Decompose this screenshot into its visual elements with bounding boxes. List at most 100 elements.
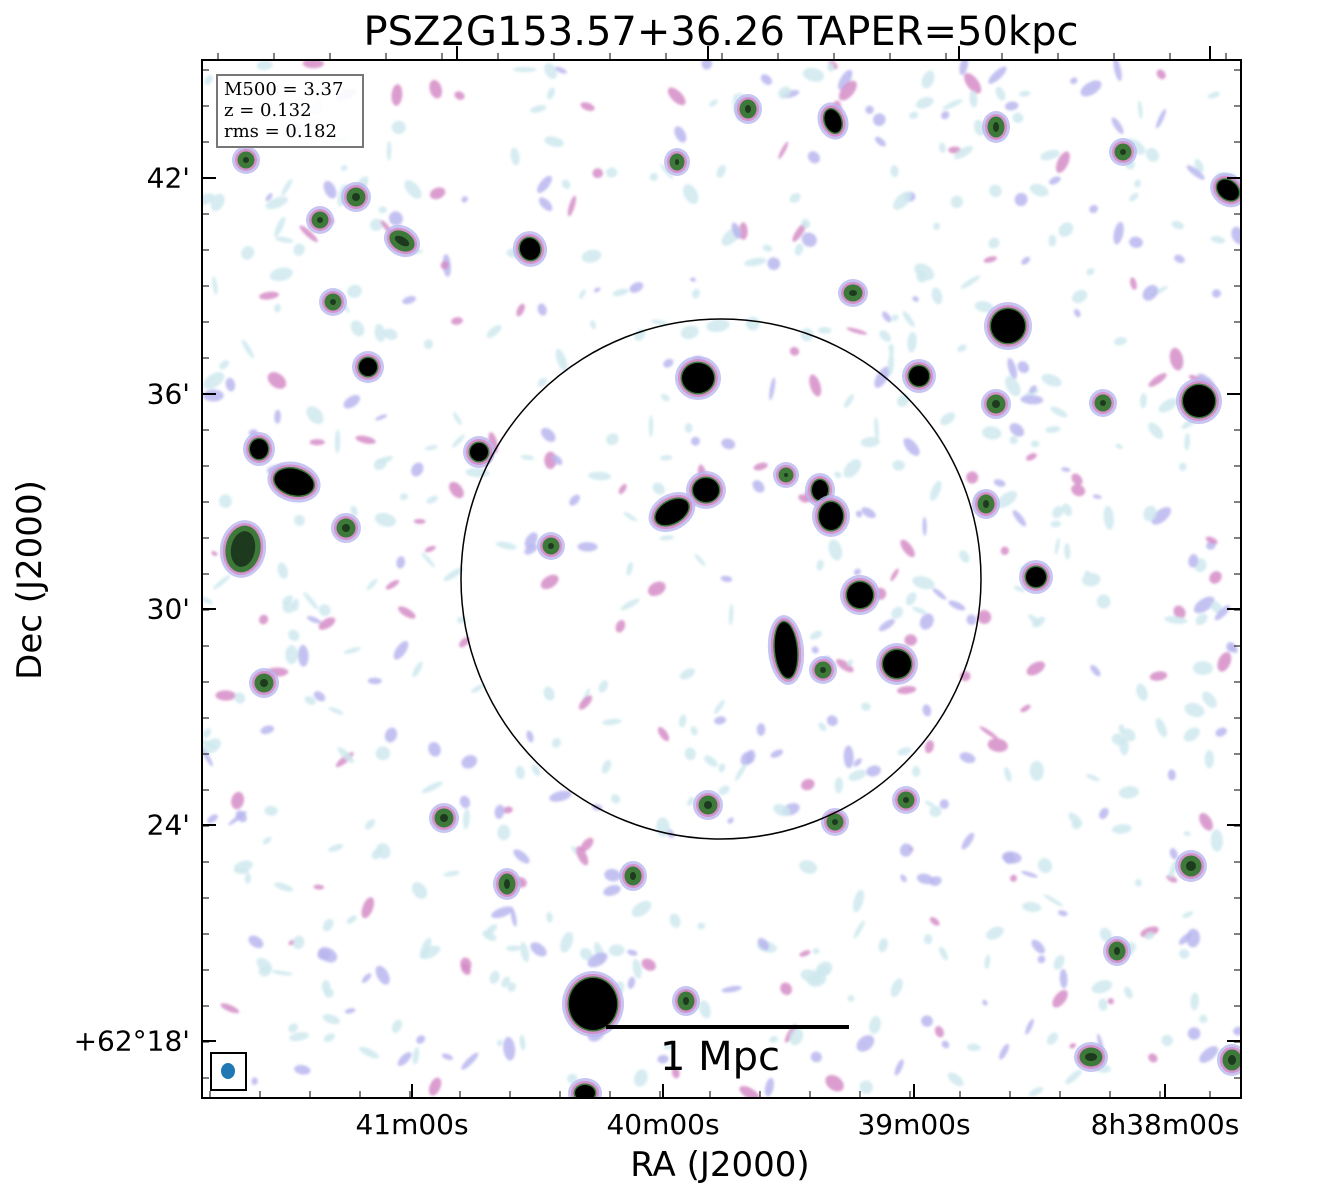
noise-blob xyxy=(1032,616,1046,628)
radio-source xyxy=(493,868,521,900)
noise-blob xyxy=(874,417,879,440)
noise-blob xyxy=(262,836,272,845)
noise-blob xyxy=(1053,954,1065,970)
noise-blob xyxy=(1009,423,1025,437)
noise-blob xyxy=(874,136,886,147)
noise-blob xyxy=(697,922,706,930)
noise-blob xyxy=(1113,60,1122,82)
noise-blob xyxy=(941,111,950,120)
noise-blob xyxy=(602,718,622,726)
noise-blob xyxy=(299,225,318,243)
noise-blob xyxy=(1134,878,1142,887)
noise-blob xyxy=(911,766,921,777)
noise-blob xyxy=(1037,858,1053,874)
noise-blob xyxy=(1081,572,1101,587)
noise-blob xyxy=(1199,1014,1208,1024)
noise-blob xyxy=(501,976,511,988)
noise-blob xyxy=(233,868,250,875)
scale-bar-label: 1 Mpc xyxy=(659,1034,781,1080)
noise-blob xyxy=(449,481,464,499)
noise-blob xyxy=(778,86,791,99)
noise-blob xyxy=(376,455,394,465)
noise-blob xyxy=(650,319,668,326)
radio-source xyxy=(568,1078,602,1098)
noise-blob xyxy=(1045,426,1061,433)
noise-blob xyxy=(1187,1027,1201,1040)
noise-blob xyxy=(1061,467,1071,472)
radio-source xyxy=(902,359,936,393)
noise-blob xyxy=(762,244,773,252)
noise-blob xyxy=(660,164,674,179)
noise-blob xyxy=(921,1015,933,1027)
noise-blob xyxy=(211,551,218,556)
noise-blob xyxy=(809,630,823,640)
noise-blob xyxy=(961,832,975,850)
noise-blob xyxy=(1048,176,1061,185)
noise-blob xyxy=(543,686,555,701)
noise-blob xyxy=(547,87,555,100)
noise-blob xyxy=(1199,813,1213,831)
noise-blob xyxy=(816,559,824,571)
noise-blob xyxy=(789,1028,804,1046)
noise-blob xyxy=(964,73,982,94)
noise-blob xyxy=(704,755,718,767)
noise-blob xyxy=(626,561,633,576)
noise-blob xyxy=(603,885,621,896)
noise-blob xyxy=(288,1023,299,1033)
noise-blob xyxy=(520,942,530,963)
noise-blob xyxy=(930,480,942,501)
noise-blob xyxy=(202,193,215,206)
noise-blob xyxy=(277,562,288,579)
noise-blob xyxy=(461,1052,479,1070)
noise-blob xyxy=(810,1051,822,1063)
noise-blob xyxy=(922,704,932,717)
noise-blob xyxy=(294,1064,311,1075)
noise-blob xyxy=(1111,117,1124,134)
noise-blob xyxy=(598,680,609,693)
noise-blob xyxy=(1031,939,1045,954)
noise-blob xyxy=(343,647,361,654)
noise-blob xyxy=(731,222,742,239)
noise-blob xyxy=(1073,309,1081,318)
radio-source xyxy=(463,436,495,468)
noise-blob xyxy=(256,60,273,71)
noise-blob xyxy=(929,805,942,818)
noise-blob xyxy=(524,532,538,549)
noise-blob xyxy=(1020,395,1044,405)
noise-blob xyxy=(1005,376,1021,397)
radio-source xyxy=(232,146,260,174)
noise-blob xyxy=(1012,510,1027,527)
noise-blob xyxy=(544,136,564,148)
noise-blob xyxy=(374,512,397,527)
noise-blob xyxy=(1190,992,1200,1011)
noise-blob xyxy=(612,288,629,297)
radio-source xyxy=(537,532,565,560)
noise-blob xyxy=(1040,149,1060,161)
noise-blob xyxy=(1021,256,1031,265)
noise-blob xyxy=(1158,398,1178,413)
noise-blob xyxy=(1064,543,1071,560)
noise-blob xyxy=(1099,927,1112,942)
noise-blob xyxy=(244,873,252,884)
noise-blob xyxy=(979,726,999,740)
noise-blob xyxy=(680,325,699,340)
noise-blob xyxy=(903,437,920,456)
noise-blob xyxy=(324,988,334,998)
radio-source xyxy=(773,462,799,488)
noise-blob xyxy=(706,319,730,333)
noise-blob xyxy=(855,510,863,518)
noise-blob xyxy=(274,409,281,424)
radio-source xyxy=(981,389,1011,419)
noise-blob xyxy=(328,706,344,715)
noise-blob xyxy=(1192,661,1213,676)
noise-blob xyxy=(916,873,934,885)
radio-source xyxy=(664,148,690,176)
radio-source xyxy=(249,668,279,698)
noise-blob xyxy=(383,328,398,340)
noise-blob xyxy=(267,372,287,389)
noise-blob xyxy=(1186,928,1201,948)
noise-blob xyxy=(988,237,1000,249)
noise-blob xyxy=(816,966,831,975)
noise-blob xyxy=(264,805,278,816)
noise-blob xyxy=(309,439,325,446)
